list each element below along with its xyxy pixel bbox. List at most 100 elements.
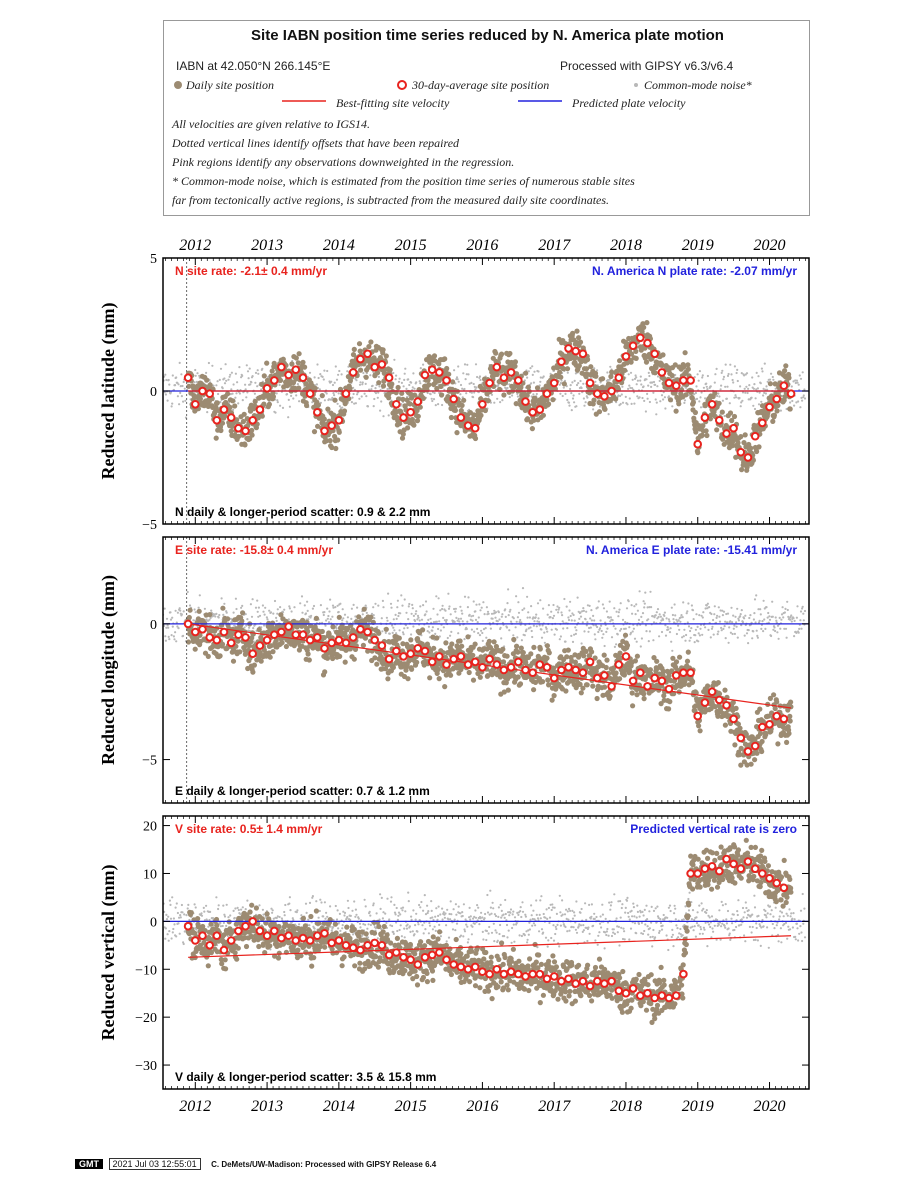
daily-point (374, 661, 380, 667)
common-mode-point (802, 612, 805, 615)
common-mode-point (171, 616, 174, 619)
common-mode-point (403, 627, 406, 630)
daily-point (439, 392, 445, 398)
common-mode-point (549, 616, 552, 619)
daily-point (470, 652, 476, 658)
common-mode-point (752, 630, 755, 633)
daily-point (400, 641, 406, 647)
daily-point (228, 632, 235, 638)
common-mode-point (372, 614, 375, 617)
common-mode-point (326, 607, 329, 610)
daily-point (294, 624, 300, 630)
common-mode-point (532, 616, 535, 619)
common-mode-point (472, 382, 475, 386)
common-mode-point (376, 625, 379, 629)
common-mode-point (335, 378, 339, 381)
common-mode-point (365, 611, 368, 615)
daily-point (219, 420, 226, 426)
common-mode-point (535, 625, 538, 628)
common-mode-point (167, 635, 170, 639)
common-mode-point (356, 393, 359, 396)
common-mode-point (168, 638, 171, 641)
common-mode-point (740, 624, 743, 627)
common-mode-point (671, 649, 674, 652)
average-point (750, 431, 760, 441)
daily-point (491, 639, 497, 645)
common-mode-point (605, 610, 609, 613)
common-mode-point (441, 403, 444, 407)
common-mode-point (457, 617, 460, 621)
common-mode-point (276, 612, 279, 615)
common-mode-point (227, 378, 230, 381)
common-mode-point (174, 631, 177, 634)
daily-point (330, 655, 336, 662)
common-mode-point (373, 397, 376, 401)
common-mode-point (527, 370, 530, 373)
daily-point (485, 673, 491, 679)
common-mode-point (533, 370, 536, 373)
daily-point (296, 351, 302, 357)
common-mode-point (505, 626, 509, 629)
common-mode-point (541, 624, 544, 627)
average-point (449, 394, 459, 404)
common-mode-point (396, 599, 399, 602)
daily-point (228, 428, 234, 434)
average-point (241, 426, 250, 436)
common-mode-point (612, 625, 615, 628)
common-mode-point (364, 382, 367, 385)
common-mode-point (771, 615, 774, 618)
common-mode-point (619, 629, 622, 632)
common-mode-point (209, 616, 212, 620)
x-tick-label: 2013 (251, 237, 283, 254)
daily-point (511, 636, 517, 643)
common-mode-point (605, 630, 608, 634)
common-mode-point (624, 627, 627, 630)
common-mode-point (770, 634, 773, 638)
common-mode-point (636, 379, 640, 382)
common-mode-point (322, 613, 325, 617)
common-mode-point (765, 606, 768, 609)
common-mode-point (669, 627, 672, 630)
common-mode-point (717, 606, 720, 609)
common-mode-point (615, 610, 618, 613)
common-mode-point (435, 620, 438, 623)
common-mode-point (530, 382, 533, 385)
common-mode-point (555, 608, 558, 611)
common-mode-point (566, 627, 569, 630)
common-mode-point (484, 627, 487, 630)
average-point (399, 413, 408, 422)
common-mode-point (757, 608, 760, 611)
daily-point (506, 376, 513, 382)
common-mode-point (410, 381, 413, 384)
common-mode-point (717, 392, 720, 395)
common-mode-point (706, 607, 709, 610)
common-mode-point (720, 371, 723, 374)
common-mode-point (424, 613, 427, 616)
common-mode-point (264, 606, 267, 609)
common-mode-point (166, 399, 169, 402)
daily-point (731, 413, 738, 420)
common-mode-point (784, 607, 787, 611)
common-mode-point (596, 625, 599, 629)
common-mode-point (401, 604, 404, 607)
common-mode-point (706, 388, 709, 391)
common-mode-point (686, 610, 689, 613)
common-mode-point (165, 378, 168, 382)
common-mode-point (628, 626, 631, 629)
daily-point (712, 390, 718, 396)
daily-point (368, 614, 374, 620)
common-mode-point (346, 621, 349, 624)
common-mode-point (325, 392, 328, 395)
common-mode-point (408, 383, 411, 387)
common-mode-point (462, 372, 465, 375)
common-mode-point (665, 617, 668, 620)
daily-point (782, 394, 788, 400)
daily-point (550, 397, 556, 403)
common-mode-point (398, 629, 401, 632)
common-mode-point (747, 629, 750, 632)
common-mode-point (167, 626, 170, 629)
common-mode-point (773, 626, 776, 629)
common-mode-point (660, 619, 663, 622)
daily-point (409, 644, 415, 650)
